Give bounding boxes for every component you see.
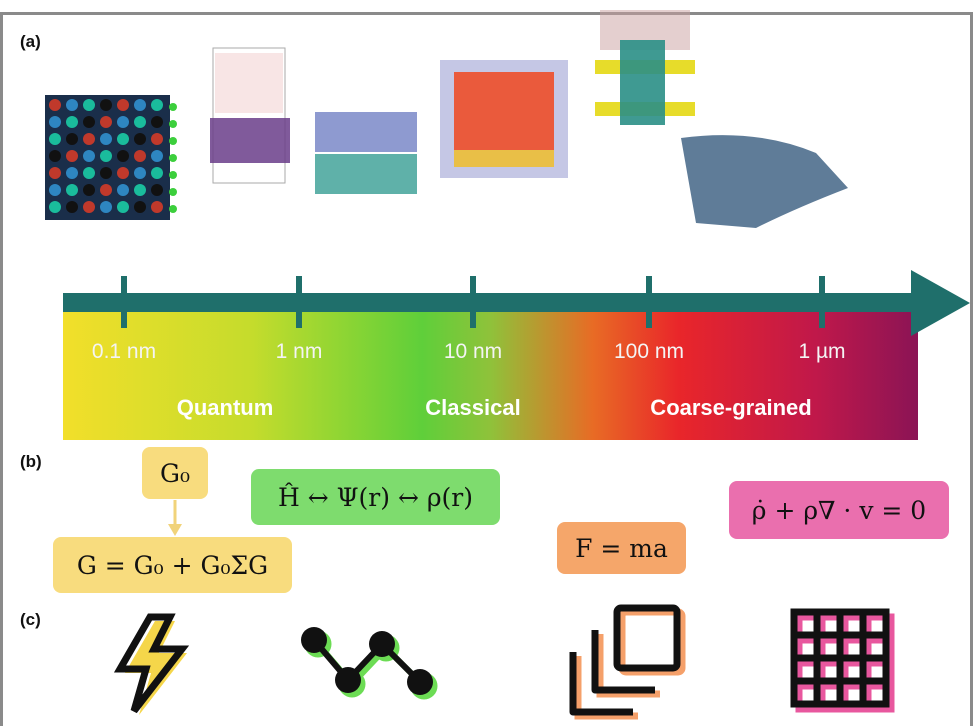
length-scale-gradient	[63, 306, 918, 440]
panel-label-a: (a)	[20, 32, 41, 51]
regime-label-quantum: Quantum	[176, 395, 274, 420]
molecule-chain-icon	[301, 627, 438, 700]
g0-equation-box: G₀	[142, 447, 208, 499]
stacked-squares-icon	[569, 604, 686, 720]
panel-label-b: (b)	[20, 452, 42, 471]
axis-tick-1	[296, 276, 302, 328]
axis-tick-3	[646, 276, 652, 328]
coarse-grained-sheet-image	[681, 135, 848, 228]
dyson-equation-box: G = G₀ + G₀ΣG	[53, 537, 292, 593]
surface-slab-image	[210, 47, 290, 184]
membrane-protein-image	[595, 10, 695, 125]
regime-label-classical: Classical	[425, 395, 521, 420]
tick-label-1um: 1 µm	[798, 340, 846, 363]
lightning-icon	[113, 613, 190, 715]
nanoparticle-ligand-image	[440, 60, 568, 178]
dft-equation-box: Ĥ ↔ Ψ(r) ↔ ρ(r)	[251, 469, 500, 525]
continuity-equation-box: ρ̇ + ρ∇ · v = 0	[729, 481, 949, 539]
crystal-lattice-image	[45, 95, 177, 220]
axis-arrowhead	[911, 270, 970, 336]
grid-mesh-icon	[790, 608, 895, 713]
tick-label-10nm: 10 nm	[443, 340, 503, 363]
tick-label-100nm: 100 nm	[613, 340, 685, 363]
regime-label-coarse-grained: Coarse-grained	[650, 395, 812, 420]
figure-frame	[0, 12, 973, 726]
axis-tick-2	[470, 276, 476, 328]
tick-label-1nm: 1 nm	[275, 340, 323, 363]
axis-tick-4	[819, 276, 825, 328]
newton-equation-box: F = ma	[557, 522, 686, 574]
g0-to-dyson-arrow	[168, 500, 182, 536]
panel-label-c: (c)	[20, 610, 41, 629]
axis-tick-0	[121, 276, 127, 328]
layered-interface-image	[315, 112, 417, 194]
tick-label-0.1nm: 0.1 nm	[91, 340, 157, 363]
